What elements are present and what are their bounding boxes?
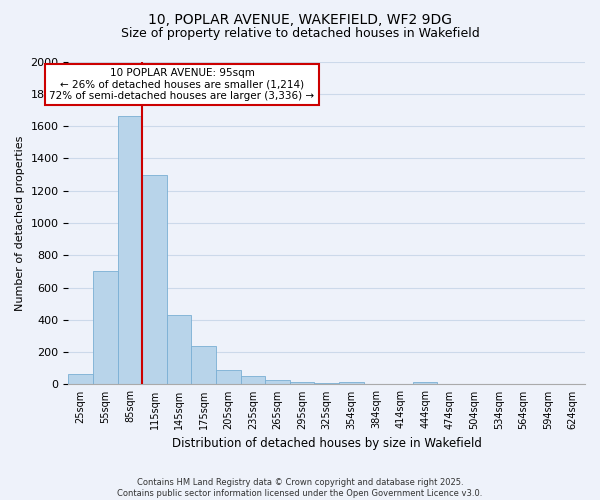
Bar xyxy=(118,116,142,384)
Bar xyxy=(413,382,437,384)
Text: 10, POPLAR AVENUE, WAKEFIELD, WF2 9DG: 10, POPLAR AVENUE, WAKEFIELD, WF2 9DG xyxy=(148,12,452,26)
Bar xyxy=(314,383,339,384)
Bar xyxy=(167,315,191,384)
Bar xyxy=(290,382,314,384)
Bar xyxy=(216,370,241,384)
Text: 10 POPLAR AVENUE: 95sqm
← 26% of detached houses are smaller (1,214)
72% of semi: 10 POPLAR AVENUE: 95sqm ← 26% of detache… xyxy=(49,68,314,101)
Bar xyxy=(93,272,118,384)
Y-axis label: Number of detached properties: Number of detached properties xyxy=(15,136,25,310)
X-axis label: Distribution of detached houses by size in Wakefield: Distribution of detached houses by size … xyxy=(172,437,482,450)
Bar xyxy=(191,346,216,385)
Bar xyxy=(265,380,290,384)
Bar xyxy=(142,174,167,384)
Text: Size of property relative to detached houses in Wakefield: Size of property relative to detached ho… xyxy=(121,28,479,40)
Bar xyxy=(68,374,93,384)
Text: Contains HM Land Registry data © Crown copyright and database right 2025.
Contai: Contains HM Land Registry data © Crown c… xyxy=(118,478,482,498)
Bar xyxy=(339,382,364,384)
Bar xyxy=(241,376,265,384)
